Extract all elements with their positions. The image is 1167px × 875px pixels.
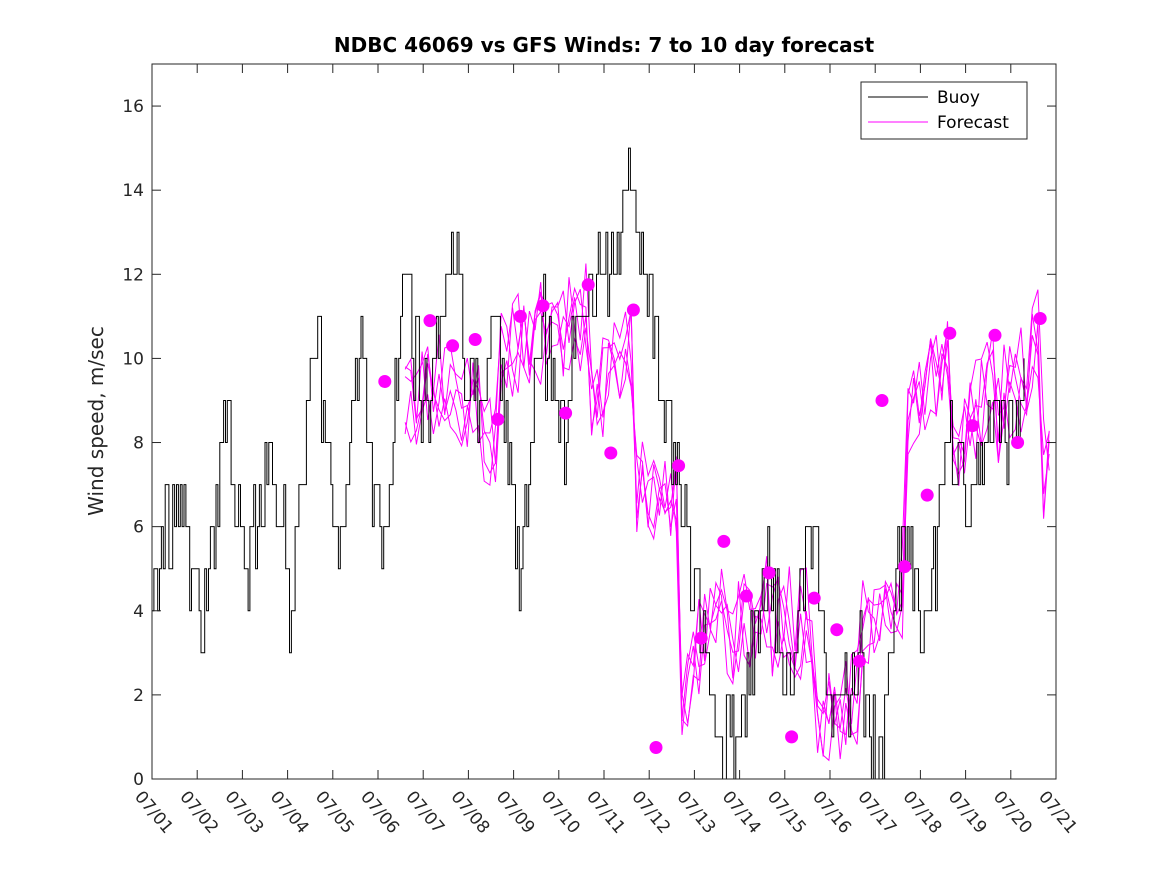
- forecast-point: [694, 631, 708, 645]
- y-tick-label: 2: [133, 686, 144, 706]
- y-tick-label: 8: [133, 434, 144, 454]
- forecast-point: [536, 299, 550, 313]
- legend-label-forecast: Forecast: [937, 113, 1009, 133]
- forecast-point: [468, 333, 482, 346]
- forecast-point: [943, 326, 957, 340]
- forecast-point: [807, 591, 821, 605]
- y-axis: 0 2 4 6 8 10 12 14 16: [122, 97, 1056, 790]
- forecast-point: [965, 419, 979, 433]
- forecast-point: [423, 314, 437, 328]
- forecast-trace: [404, 286, 1050, 753]
- forecast-point: [717, 534, 731, 548]
- y-tick-label: 14: [122, 181, 144, 201]
- forecast-markers: [378, 278, 1047, 754]
- forecast-point: [1033, 312, 1047, 325]
- forecast-point: [491, 412, 505, 426]
- y-axis-label: Wind speed, m/sec: [84, 326, 108, 516]
- y-tick-label: 0: [133, 770, 144, 790]
- y-tick-label: 16: [122, 97, 144, 117]
- forecast-point: [830, 623, 844, 637]
- forecast-point: [852, 654, 866, 668]
- forecast-point: [513, 309, 527, 323]
- forecast-point: [378, 375, 392, 388]
- forecast-point: [672, 459, 686, 473]
- forecast-trace: [404, 310, 1050, 745]
- forecast-trace: [404, 263, 1050, 757]
- forecast-point: [649, 741, 663, 754]
- legend: Buoy Forecast: [860, 81, 1028, 140]
- y-tick-label: 10: [122, 349, 144, 369]
- y-tick-label: 6: [133, 518, 144, 538]
- forecast-point: [920, 488, 934, 502]
- forecast-point: [446, 339, 460, 353]
- forecast-point: [988, 328, 1002, 342]
- forecast-point: [559, 406, 573, 420]
- y-tick-label: 12: [122, 265, 144, 285]
- chart-title: NDBC 46069 vs GFS Winds: 7 to 10 day for…: [334, 33, 875, 57]
- legend-label-buoy: Buoy: [937, 88, 980, 108]
- forecast-point: [604, 446, 618, 460]
- forecast-point: [626, 303, 640, 317]
- forecast-point: [739, 589, 753, 603]
- forecast-point: [581, 278, 595, 292]
- forecast-trace: [404, 277, 1050, 762]
- forecast-point: [898, 560, 912, 574]
- y-tick-label: 4: [133, 602, 144, 622]
- forecast-point: [875, 394, 889, 407]
- forecast-lines: [404, 263, 1050, 762]
- legend-box: [860, 81, 1028, 140]
- forecast-point: [1011, 436, 1025, 449]
- forecast-point: [762, 566, 776, 580]
- forecast-point: [785, 730, 799, 744]
